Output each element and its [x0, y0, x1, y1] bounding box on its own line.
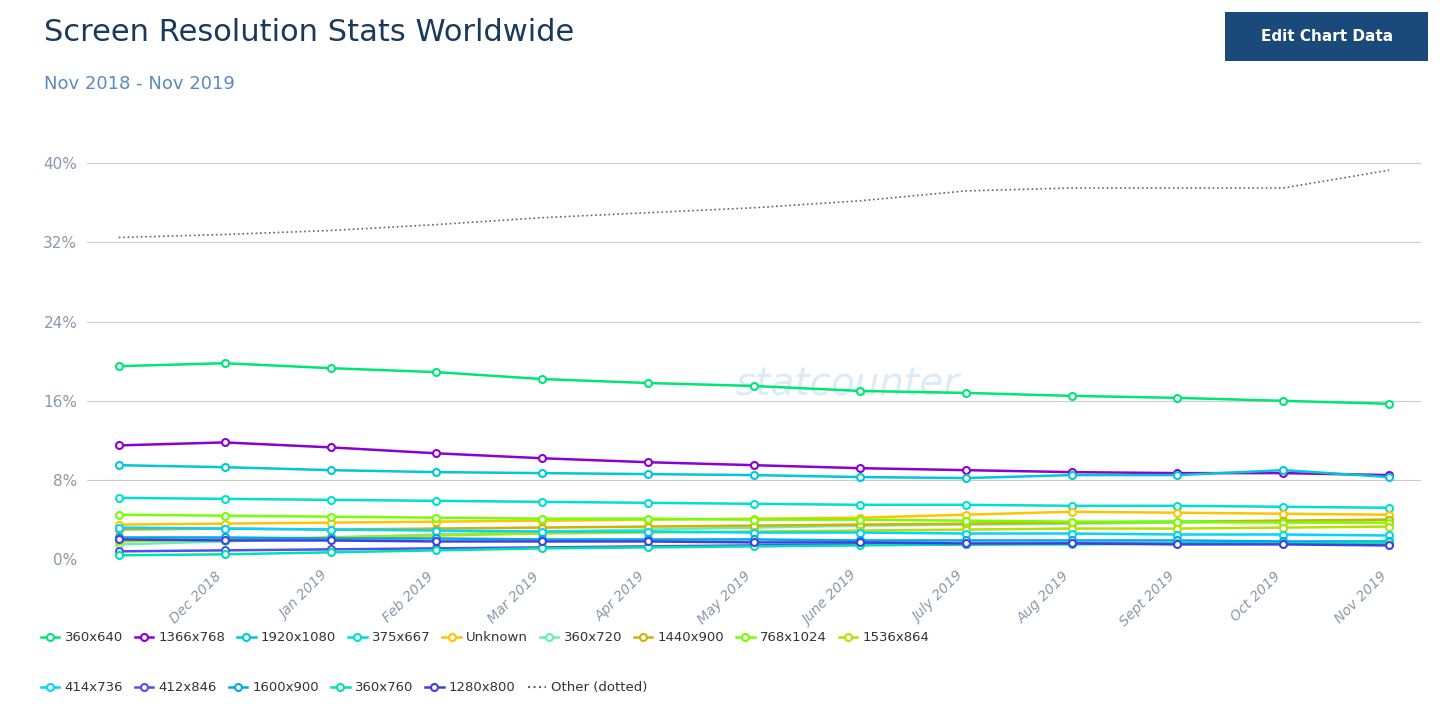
Legend: 360x640, 1366x768, 1920x1080, 375x667, Unknown, 360x720, 1440x900, 768x1024, 153: 360x640, 1366x768, 1920x1080, 375x667, U…	[36, 626, 935, 650]
Text: Nov 2018 - Nov 2019: Nov 2018 - Nov 2019	[44, 75, 235, 93]
Text: Screen Resolution Stats Worldwide: Screen Resolution Stats Worldwide	[44, 18, 574, 47]
Text: statcounter: statcounter	[735, 366, 960, 404]
Legend: 414x736, 412x846, 1600x900, 360x760, 1280x800, Other (dotted): 414x736, 412x846, 1600x900, 360x760, 128…	[36, 676, 652, 700]
Text: Edit Chart Data: Edit Chart Data	[1260, 29, 1393, 44]
